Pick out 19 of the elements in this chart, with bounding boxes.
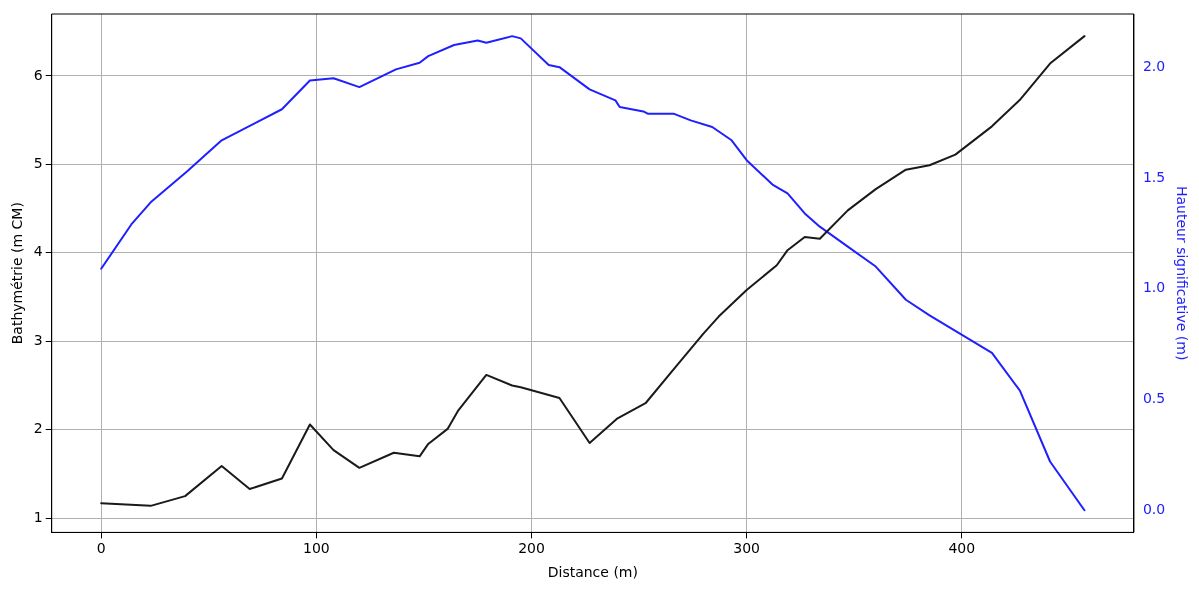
y2-tick-label: 0.0 bbox=[1142, 500, 1166, 517]
y2-axis-title: Hauteur significative (m) bbox=[1173, 186, 1190, 361]
y-tick-label: 6 bbox=[33, 66, 43, 83]
y-tick-label: 3 bbox=[33, 331, 43, 348]
y-tick-label: 2 bbox=[33, 420, 43, 437]
x-tick-label: 200 bbox=[518, 540, 545, 557]
y-tick-label: 5 bbox=[33, 155, 43, 172]
y2-tick-label: 0.5 bbox=[1142, 390, 1166, 407]
y2-tick-label: 2.0 bbox=[1142, 57, 1166, 74]
x-tick-label: 0 bbox=[96, 540, 106, 557]
y-tick-label: 1 bbox=[33, 508, 43, 525]
y2-tick-label: 1.5 bbox=[1142, 168, 1166, 185]
x-tick-label: 300 bbox=[733, 540, 761, 557]
x-axis-title: Distance (m) bbox=[547, 564, 638, 581]
x-tick-label: 400 bbox=[948, 540, 976, 557]
y-axis-title: Bathymétrie (m CM) bbox=[9, 202, 26, 345]
y-tick-label: 4 bbox=[33, 243, 43, 260]
y2-tick-label: 1.0 bbox=[1142, 279, 1166, 296]
x-tick-label: 100 bbox=[302, 540, 330, 557]
